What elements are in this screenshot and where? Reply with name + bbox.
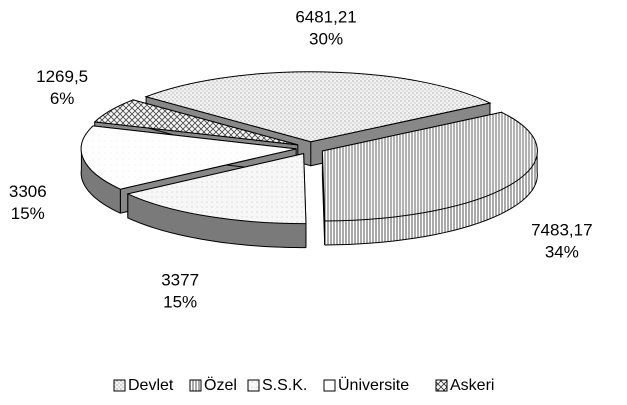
slice-top (144, 71, 492, 143)
percent-label: 30% (309, 30, 343, 49)
percent-label: 15% (163, 293, 197, 312)
legend-item: S.S.K. (247, 377, 307, 394)
value-label: 1269,5 (36, 67, 88, 86)
legend-item: Özel (189, 376, 237, 394)
slice-top (80, 125, 297, 190)
value-label: 3377 (161, 271, 199, 290)
legend-swatch (247, 379, 260, 392)
slice-outer-wall (81, 145, 121, 214)
legend-label: Askeri (450, 377, 494, 394)
percent-label: 6% (50, 89, 75, 108)
slice-outer-edge (127, 193, 307, 249)
legend-item: Askeri (435, 377, 494, 394)
value-label: 7483,17 (531, 221, 592, 240)
legend-label: Özel (204, 376, 237, 394)
legend-swatch (323, 379, 336, 392)
pie-slice (126, 152, 307, 249)
value-label: 6481,21 (295, 8, 356, 27)
legend-item: Devlet (113, 377, 174, 394)
legend-item: Üniversite (323, 376, 409, 394)
slice-top (321, 111, 538, 222)
slice-top (93, 99, 298, 146)
legend-label: S.S.K. (262, 377, 307, 394)
slice-outer-wall (127, 193, 306, 248)
legend-label: Devlet (128, 377, 174, 394)
legend-swatch (113, 379, 126, 392)
pie-slice (321, 111, 538, 246)
legend-label: Üniversite (338, 376, 409, 394)
legend-swatch (435, 379, 448, 392)
value-label: 3306 (9, 182, 47, 201)
legend-swatch (189, 379, 202, 392)
slice-top (126, 152, 307, 225)
percent-label: 34% (545, 243, 579, 262)
percent-label: 15% (11, 204, 45, 223)
